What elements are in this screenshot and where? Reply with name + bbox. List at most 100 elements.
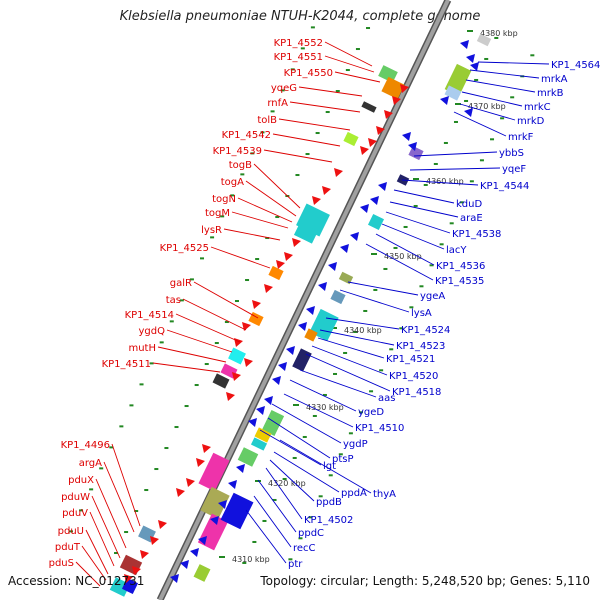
ruler-tick: [322, 393, 327, 396]
ruler-tick: [134, 510, 139, 513]
reverse-gene-arrow: [306, 306, 315, 315]
reverse-leader-line: [385, 211, 451, 234]
forward-leader-line: [263, 149, 333, 163]
reverse-gene-block: [476, 33, 492, 47]
forward-gene-arrow: [284, 252, 293, 261]
reverse-gene-arrow: [370, 196, 379, 205]
forward-gene-arrow: [252, 300, 261, 309]
reverse-leader-line: [253, 495, 292, 548]
ruler-tick: [302, 435, 307, 438]
reverse-leader-line: [283, 393, 354, 428]
ruler-tick: [272, 498, 277, 501]
reverse-gene-label: KP1_4538: [452, 229, 501, 240]
ruler-tick: [348, 432, 353, 435]
reverse-leader-line: [245, 509, 287, 564]
ruler-label: 4370 kbp: [468, 102, 506, 111]
ruler-tick: [255, 258, 260, 261]
ruler-mark: [467, 30, 473, 32]
reverse-gene-label: ygeA: [420, 291, 445, 302]
forward-gene-label: KP1_4551: [274, 52, 323, 63]
forward-gene-label: galR: [170, 278, 192, 289]
ruler-tick: [333, 372, 338, 375]
ruler-tick: [439, 243, 444, 246]
reverse-leader-line: [279, 439, 372, 494]
forward-gene-label: togB: [229, 160, 252, 171]
reverse-leader-line: [465, 79, 536, 93]
reverse-gene-arrow: [350, 232, 359, 241]
forward-gene-label: lysR: [201, 225, 222, 236]
ruler-tick: [234, 300, 239, 303]
ruler-tick: [530, 54, 535, 57]
reverse-gene-arrow: [248, 418, 257, 427]
forward-leader-line: [85, 529, 109, 575]
forward-gene-block: [293, 222, 319, 244]
ruler-tick: [224, 321, 229, 324]
forward-gene-block: [343, 131, 359, 147]
forward-gene-arrow: [368, 138, 377, 147]
ruler-tick: [369, 390, 374, 393]
forward-gene-block: [200, 486, 230, 520]
ruler-tick: [164, 447, 169, 450]
topology-text: Topology: circular; Length: 5,248,520 bp…: [260, 574, 590, 588]
reverse-leader-line: [375, 233, 435, 266]
forward-leader-line: [182, 298, 247, 331]
ruler-tick: [240, 173, 245, 176]
ruler-tick: [220, 215, 225, 218]
forward-gene-arrow: [392, 96, 401, 105]
forward-leader-line: [166, 329, 233, 353]
ruler-tick: [305, 153, 310, 156]
ruler-tick: [449, 222, 454, 225]
ruler-tick: [383, 267, 388, 270]
reverse-gene-label: mrkF: [508, 132, 534, 143]
reverse-leader-line: [257, 479, 297, 533]
forward-leader-line: [272, 133, 341, 147]
ruler-tick: [363, 309, 368, 312]
reverse-leader-line: [305, 353, 391, 392]
ruler-tick: [250, 152, 255, 155]
forward-gene-block: [381, 76, 405, 100]
reverse-gene-label: mrkD: [517, 116, 545, 127]
reverse-gene-arrow: [402, 132, 411, 141]
ruler-label: 4340 kbp: [344, 326, 382, 335]
forward-leader-line: [245, 180, 297, 217]
ruler-label: 4310 kbp: [232, 555, 270, 564]
reverse-gene-label: KP1_4535: [435, 276, 484, 287]
forward-leader-line: [75, 561, 101, 587]
reverse-leader-line: [409, 167, 501, 171]
ruler-tick: [328, 474, 333, 477]
reverse-gene-label: ppdB: [316, 497, 342, 508]
reverse-gene-arrow: [408, 142, 417, 151]
reverse-leader-line: [389, 201, 459, 218]
reverse-gene-label: ygeD: [358, 407, 384, 418]
reverse-gene-arrow: [360, 204, 369, 213]
reverse-gene-block: [367, 213, 385, 231]
reverse-gene-label: aas: [378, 393, 395, 404]
reverse-gene-label: KP1_4564: [551, 60, 600, 71]
forward-gene-arrow: [322, 186, 331, 195]
forward-leader-line: [298, 86, 363, 97]
ruler-mark: [255, 480, 261, 482]
ruler-mark: [371, 253, 377, 255]
reverse-gene-label: ppdC: [298, 528, 324, 539]
ruler-tick: [479, 159, 484, 162]
forward-leader-line: [81, 545, 107, 581]
ruler-tick: [308, 516, 313, 519]
reverse-leader-line: [311, 345, 388, 376]
forward-gene-block: [212, 373, 230, 389]
ruler-tick: [494, 36, 499, 39]
ruler-tick: [184, 405, 189, 408]
ruler-tick: [68, 530, 73, 533]
forward-leader-line: [253, 163, 301, 209]
reverse-gene-block: [254, 427, 272, 443]
forward-gene-label: pduS: [49, 558, 74, 569]
forward-gene-arrow: [226, 392, 235, 401]
ruler-tick: [345, 69, 350, 72]
reverse-gene-label: thyA: [373, 489, 396, 500]
forward-gene-label: togA: [221, 177, 244, 188]
reverse-gene-arrow: [264, 396, 273, 405]
forward-leader-line: [237, 197, 293, 223]
reverse-gene-block: [250, 437, 268, 451]
reverse-gene-label: mrkA: [541, 74, 568, 85]
ruler-mark: [219, 556, 225, 558]
reverse-leader-line: [365, 243, 434, 281]
